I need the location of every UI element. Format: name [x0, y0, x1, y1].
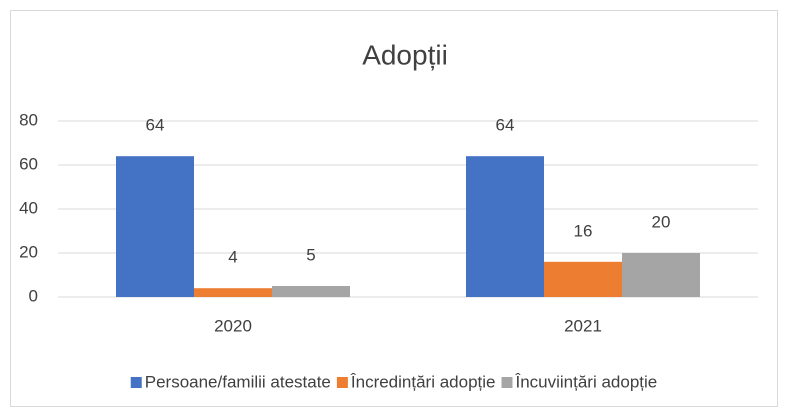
chart-title: Adopții — [362, 39, 448, 70]
data-label: 20 — [652, 212, 671, 231]
legend-label: Încredințări adopție — [350, 372, 496, 391]
data-label: 16 — [574, 221, 593, 240]
bar — [466, 156, 544, 297]
data-label: 64 — [146, 116, 165, 135]
legend-label: Încuviințări adopție — [514, 372, 657, 391]
bar — [194, 288, 272, 297]
legend-swatch — [130, 377, 142, 388]
bar — [622, 253, 700, 297]
y-tick-label: 40 — [19, 198, 38, 217]
bar — [272, 286, 350, 297]
data-label: 64 — [496, 116, 515, 135]
y-tick-label: 60 — [19, 154, 38, 173]
y-tick-label: 0 — [29, 286, 38, 305]
data-label: 4 — [228, 248, 237, 267]
data-label: 5 — [306, 245, 315, 264]
x-tick-label: 2021 — [564, 316, 602, 335]
legend-swatch — [501, 377, 513, 388]
y-tick-label: 80 — [19, 110, 38, 129]
x-tick-label: 2020 — [214, 316, 252, 335]
bar — [544, 261, 622, 297]
legend-swatch — [336, 377, 348, 388]
legend-label: Persoane/familii atestate — [145, 372, 331, 391]
y-tick-label: 20 — [19, 242, 38, 261]
bar — [116, 156, 194, 297]
